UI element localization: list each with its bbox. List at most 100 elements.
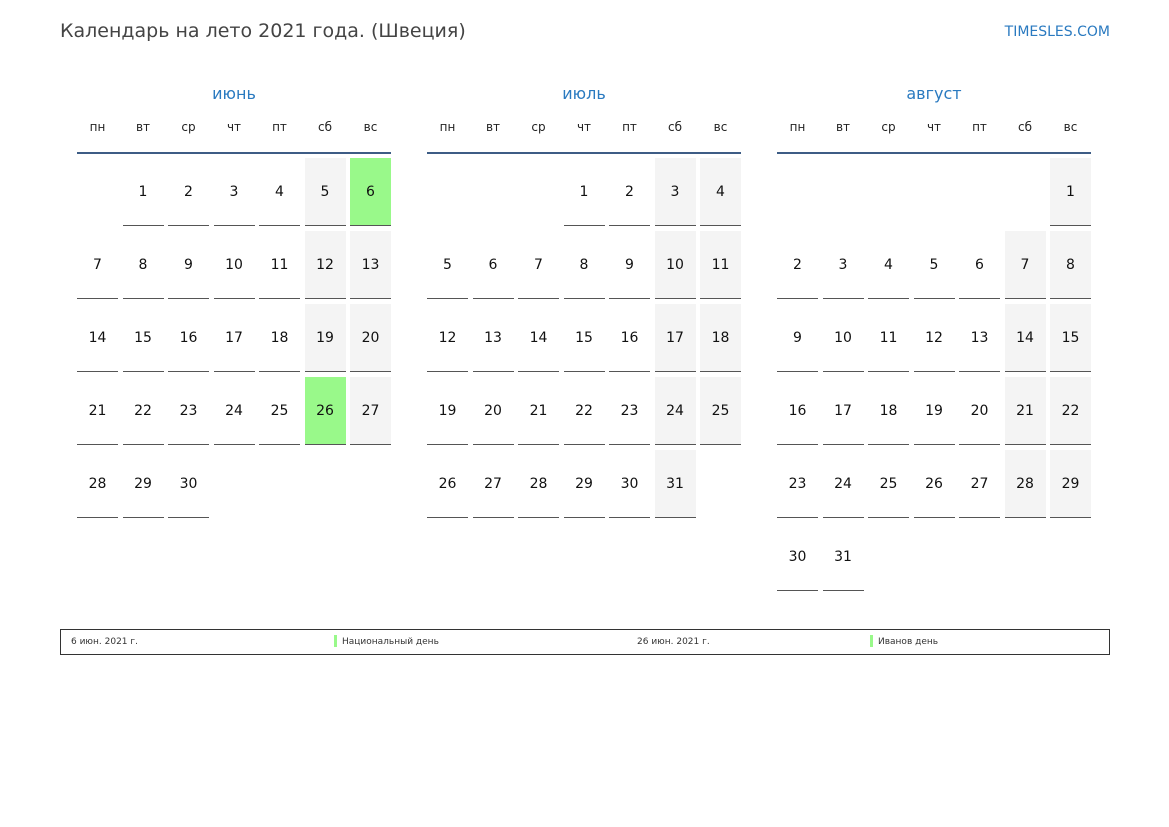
day-cell[interactable]: 6 xyxy=(959,231,1000,299)
day-cell[interactable]: 23 xyxy=(777,450,818,518)
day-cell[interactable]: 23 xyxy=(168,377,209,445)
day-cell[interactable]: 21 xyxy=(518,377,559,445)
day-cell[interactable]: 18 xyxy=(700,304,741,372)
day-cell[interactable]: 21 xyxy=(1004,377,1046,445)
day-cell[interactable]: 25 xyxy=(700,377,741,445)
day-cell[interactable]: 28 xyxy=(518,450,559,518)
day-cell[interactable]: 26 xyxy=(427,450,468,518)
day-cell[interactable]: 7 xyxy=(77,231,118,299)
day-cell[interactable]: 11 xyxy=(259,231,300,299)
day-cell[interactable]: 29 xyxy=(122,450,164,518)
day-cell[interactable]: 17 xyxy=(213,304,255,372)
day-cell[interactable]: 5 xyxy=(427,231,468,299)
weekday-label: пн xyxy=(789,120,806,134)
day-cell[interactable]: 27 xyxy=(959,450,1000,518)
day-cell[interactable]: 29 xyxy=(1050,450,1091,518)
day-cell[interactable]: 27 xyxy=(350,377,391,445)
site-link[interactable]: TIMESLES.COM xyxy=(1004,24,1110,40)
day-cell[interactable]: 15 xyxy=(122,304,164,372)
day-cell[interactable]: 16 xyxy=(609,304,650,372)
day-cell[interactable]: 8 xyxy=(563,231,605,299)
weekday-label: пт xyxy=(622,120,637,134)
day-cell[interactable]: 2 xyxy=(168,158,209,226)
day-cell[interactable]: 15 xyxy=(563,304,605,372)
day-cell[interactable]: 11 xyxy=(700,231,741,299)
day-cell[interactable]: 21 xyxy=(77,377,118,445)
day-cell[interactable]: 29 xyxy=(563,450,605,518)
day-cell[interactable]: 1 xyxy=(1050,158,1091,226)
day-cell[interactable]: 30 xyxy=(168,450,209,518)
day-cell[interactable]: 9 xyxy=(777,304,818,372)
legend-date: 6 июн. 2021 г. xyxy=(71,637,138,647)
weekday-header: пн вт ср чт пт сб вс xyxy=(77,116,391,154)
day-cell[interactable]: 7 xyxy=(518,231,559,299)
weekday-label: пн xyxy=(439,120,456,134)
day-cell[interactable]: 20 xyxy=(350,304,391,372)
day-cell[interactable]: 10 xyxy=(822,304,864,372)
day-cell[interactable]: 9 xyxy=(609,231,650,299)
day-cell[interactable]: 13 xyxy=(350,231,391,299)
day-cell[interactable]: 24 xyxy=(822,450,864,518)
day-cell[interactable]: 10 xyxy=(654,231,696,299)
day-cell[interactable]: 5 xyxy=(913,231,955,299)
day-cell[interactable]: 12 xyxy=(913,304,955,372)
day-cell[interactable]: 6 xyxy=(350,158,391,226)
day-cell[interactable]: 8 xyxy=(1050,231,1091,299)
day-cell[interactable]: 4 xyxy=(259,158,300,226)
day-cell[interactable]: 8 xyxy=(122,231,164,299)
day-cell[interactable]: 31 xyxy=(822,523,864,591)
day-cell[interactable]: 11 xyxy=(868,304,909,372)
day-cell[interactable]: 13 xyxy=(472,304,514,372)
day-cell[interactable]: 14 xyxy=(1004,304,1046,372)
day-cell[interactable]: 22 xyxy=(1050,377,1091,445)
day-cell[interactable]: 16 xyxy=(777,377,818,445)
day-cell[interactable]: 19 xyxy=(427,377,468,445)
day-cell[interactable]: 9 xyxy=(168,231,209,299)
day-cell[interactable]: 15 xyxy=(1050,304,1091,372)
day-cell[interactable]: 20 xyxy=(472,377,514,445)
day-cell[interactable]: 10 xyxy=(213,231,255,299)
day-cell[interactable]: 16 xyxy=(168,304,209,372)
day-cell[interactable]: 3 xyxy=(213,158,255,226)
day-cell[interactable]: 3 xyxy=(822,231,864,299)
day-cell[interactable]: 12 xyxy=(427,304,468,372)
day-cell[interactable]: 17 xyxy=(822,377,864,445)
day-cell[interactable]: 3 xyxy=(654,158,696,226)
month-1: июль пн вт ср чт пт сб вс 1 2 3 4 5 6 7 8 9 10 11 12 13 14 15 1… xyxy=(427,84,741,518)
day-cell[interactable]: 6 xyxy=(472,231,514,299)
day-cell[interactable]: 4 xyxy=(700,158,741,226)
day-cell[interactable]: 30 xyxy=(777,523,818,591)
day-cell[interactable]: 22 xyxy=(563,377,605,445)
day-cell[interactable]: 31 xyxy=(654,450,696,518)
day-cell[interactable]: 2 xyxy=(777,231,818,299)
day-cell[interactable]: 1 xyxy=(563,158,605,226)
day-cell[interactable]: 24 xyxy=(654,377,696,445)
day-cell[interactable]: 1 xyxy=(122,158,164,226)
day-cell[interactable]: 30 xyxy=(609,450,650,518)
day-cell[interactable]: 22 xyxy=(122,377,164,445)
day-cell[interactable]: 4 xyxy=(868,231,909,299)
day-cell[interactable]: 25 xyxy=(868,450,909,518)
day-cell[interactable]: 23 xyxy=(609,377,650,445)
day-cell[interactable]: 5 xyxy=(304,158,346,226)
day-cell[interactable]: 28 xyxy=(1004,450,1046,518)
weekday-label: сб xyxy=(318,120,332,134)
day-cell[interactable]: 13 xyxy=(959,304,1000,372)
day-cell[interactable]: 19 xyxy=(913,377,955,445)
day-cell[interactable]: 26 xyxy=(304,377,346,445)
day-cell[interactable]: 12 xyxy=(304,231,346,299)
day-cell[interactable]: 2 xyxy=(609,158,650,226)
day-cell[interactable]: 17 xyxy=(654,304,696,372)
day-cell[interactable]: 20 xyxy=(959,377,1000,445)
day-cell[interactable]: 28 xyxy=(77,450,118,518)
day-cell[interactable]: 18 xyxy=(259,304,300,372)
day-cell[interactable]: 14 xyxy=(518,304,559,372)
day-cell[interactable]: 24 xyxy=(213,377,255,445)
day-cell[interactable]: 14 xyxy=(77,304,118,372)
day-cell[interactable]: 27 xyxy=(472,450,514,518)
day-cell[interactable]: 26 xyxy=(913,450,955,518)
day-cell[interactable]: 25 xyxy=(259,377,300,445)
day-cell[interactable]: 19 xyxy=(304,304,346,372)
day-cell[interactable]: 18 xyxy=(868,377,909,445)
day-cell[interactable]: 7 xyxy=(1004,231,1046,299)
